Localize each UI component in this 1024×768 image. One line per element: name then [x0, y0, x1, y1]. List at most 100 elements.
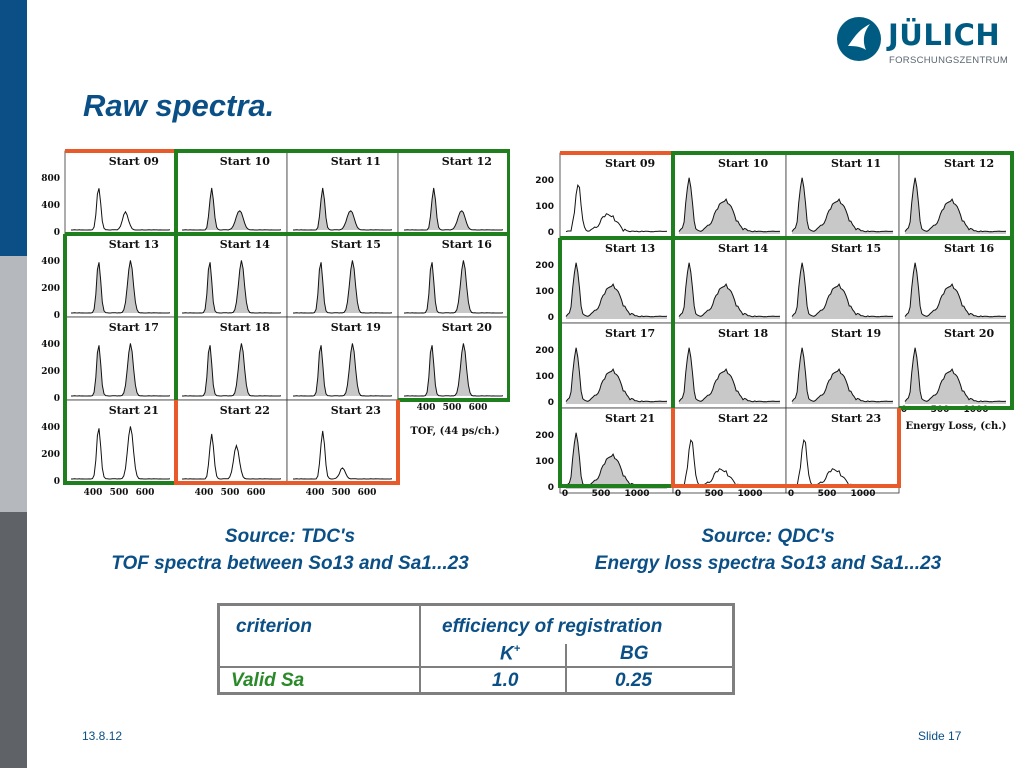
x-tick-label: 500 — [332, 488, 351, 498]
julich-logo: JÜLICH FORSCHUNGSZENTRUM — [836, 14, 1009, 70]
green-highlight-box — [673, 236, 1014, 410]
spectrum-start-label: Start 21 — [109, 404, 159, 417]
spectrum-start-label: Start 13 — [109, 238, 159, 251]
spectrum-cell: Start 22 — [175, 399, 288, 484]
spectrum-cell: Start 19 — [785, 322, 900, 409]
efficiency-table: criterion efficiency of registration K+ … — [217, 603, 735, 695]
spectrum-cell: Start 16 — [898, 237, 1013, 324]
spectrum-cell: Start 17 — [559, 322, 674, 409]
spectrum-cell: Start 09 — [64, 150, 177, 235]
spectrum-start-label: Start 23 — [331, 404, 381, 417]
x-tick-label: 500 — [705, 489, 724, 498]
x-axis-label: Energy Loss, (ch.) — [905, 421, 1006, 432]
spectrum-line — [678, 262, 781, 318]
header-k-sup: + — [513, 643, 521, 655]
y-tick-label: 200 — [535, 261, 554, 271]
spectrum-fill — [71, 260, 170, 313]
row-label-valid-sa: Valid Sa — [231, 670, 305, 691]
spectrum-start-label: Start 09 — [109, 155, 159, 168]
spectrum-line — [293, 343, 393, 397]
y-tick-label: 200 — [535, 346, 554, 356]
spectrum-line — [404, 187, 504, 231]
spectrum-cell: Start 13 — [64, 233, 177, 318]
spectrum-fill — [71, 343, 170, 396]
spectrum-fill — [182, 260, 281, 313]
table-divider-vertical — [419, 606, 421, 692]
header-bg: BG — [620, 643, 649, 664]
spectrum-line — [904, 347, 1007, 403]
red-highlight-box — [671, 408, 901, 488]
spectrum-cell-frame — [397, 233, 510, 318]
spectrum-cell: Start 11 — [286, 150, 399, 235]
spectrum-fill — [905, 347, 1006, 404]
y-tick-label: 200 — [41, 284, 60, 294]
spectrum-start-label: Start 11 — [831, 157, 881, 170]
spectrum-cell: Start 14 — [672, 237, 787, 324]
energy-loss-spectra-grid: Start 09 Start 10 Start 11 Start 12 Start 13… — [535, 151, 1014, 498]
spectrum-cell: Start 09 — [559, 152, 674, 239]
spectrum-cell-frame — [397, 316, 510, 401]
spectrum-fill — [792, 177, 893, 234]
footer-slide-number: Slide 17 — [918, 729, 962, 743]
spectrum-line — [182, 260, 282, 314]
x-tick-label: 600 — [358, 488, 377, 498]
spectrum-fill — [905, 177, 1006, 234]
spectrum-start-label: Start 19 — [331, 321, 381, 334]
spectrum-cell: Start 18 — [672, 322, 787, 409]
right-caption-source: Source: QDC's — [701, 526, 835, 547]
spectrum-start-label: Start 22 — [718, 412, 768, 425]
y-tick-label: 0 — [548, 483, 554, 493]
spectrum-line — [565, 184, 668, 233]
spectrum-cell-frame — [672, 407, 787, 494]
tof-spectra-grid: Start 09 Start 10 Start 11 Start 12 Start 13… — [41, 149, 510, 498]
spectrum-line — [904, 177, 1007, 233]
sidebar-stripe-light-gray — [0, 256, 27, 512]
spectrum-line — [293, 187, 393, 231]
spectrum-line — [182, 343, 282, 397]
spectrum-cell-frame — [785, 407, 900, 494]
spectrum-cell: Start 14 — [175, 233, 288, 318]
logo-subtitle: FORSCHUNGSZENTRUM — [889, 55, 1009, 66]
y-tick-label: 100 — [535, 287, 554, 297]
spectrum-line — [71, 426, 171, 480]
x-tick-label: 0 — [675, 489, 681, 498]
x-tick-label: 400 — [306, 488, 325, 498]
x-tick-label: 0 — [562, 489, 568, 498]
y-tick-label: 400 — [41, 257, 60, 267]
spectrum-cell: Start 12 — [898, 152, 1013, 239]
spectrum-fill — [182, 343, 281, 396]
spectrum-start-label: Start 22 — [220, 404, 270, 417]
spectrum-line — [71, 188, 171, 231]
spectrum-start-label: Start 12 — [442, 155, 492, 168]
spectrum-fill — [679, 177, 780, 234]
spectrum-start-label: Start 12 — [944, 157, 994, 170]
spectrum-line — [791, 177, 894, 233]
x-tick-label: 1000 — [850, 489, 875, 498]
y-tick-label: 400 — [41, 423, 60, 433]
spectrum-cell: Start 20 — [397, 316, 510, 401]
spectrum-start-label: Start 21 — [605, 412, 655, 425]
spectrum-fill — [404, 260, 503, 313]
spectrum-fill — [679, 347, 780, 404]
spectrum-cell: Start 15 — [785, 237, 900, 324]
spectrum-cell-frame — [175, 233, 288, 318]
spectrum-line — [71, 260, 171, 314]
y-tick-label: 0 — [54, 394, 60, 404]
x-tick-label: 500 — [443, 403, 462, 413]
spectrum-fill — [293, 343, 392, 396]
spectrum-cell: Start 19 — [286, 316, 399, 401]
spectrum-cell-frame — [64, 399, 177, 484]
spectrum-start-label: Start 18 — [220, 321, 271, 334]
spectrum-cell: Start 23 — [286, 399, 399, 484]
y-tick-label: 0 — [54, 477, 60, 487]
sidebar-stripes — [0, 0, 27, 768]
spectrum-cell: Start 21 — [559, 407, 674, 494]
spectrum-start-label: Start 13 — [605, 242, 655, 255]
spectrum-start-label: Start 17 — [605, 327, 655, 340]
spectrum-start-label: Start 16 — [442, 238, 493, 251]
header-k: K+ — [500, 643, 520, 665]
spectrum-cell-frame — [286, 399, 399, 484]
spectrum-line — [791, 262, 894, 318]
spectrum-cell: Start 11 — [785, 152, 900, 239]
spectrum-cell: Start 23 — [785, 407, 900, 494]
